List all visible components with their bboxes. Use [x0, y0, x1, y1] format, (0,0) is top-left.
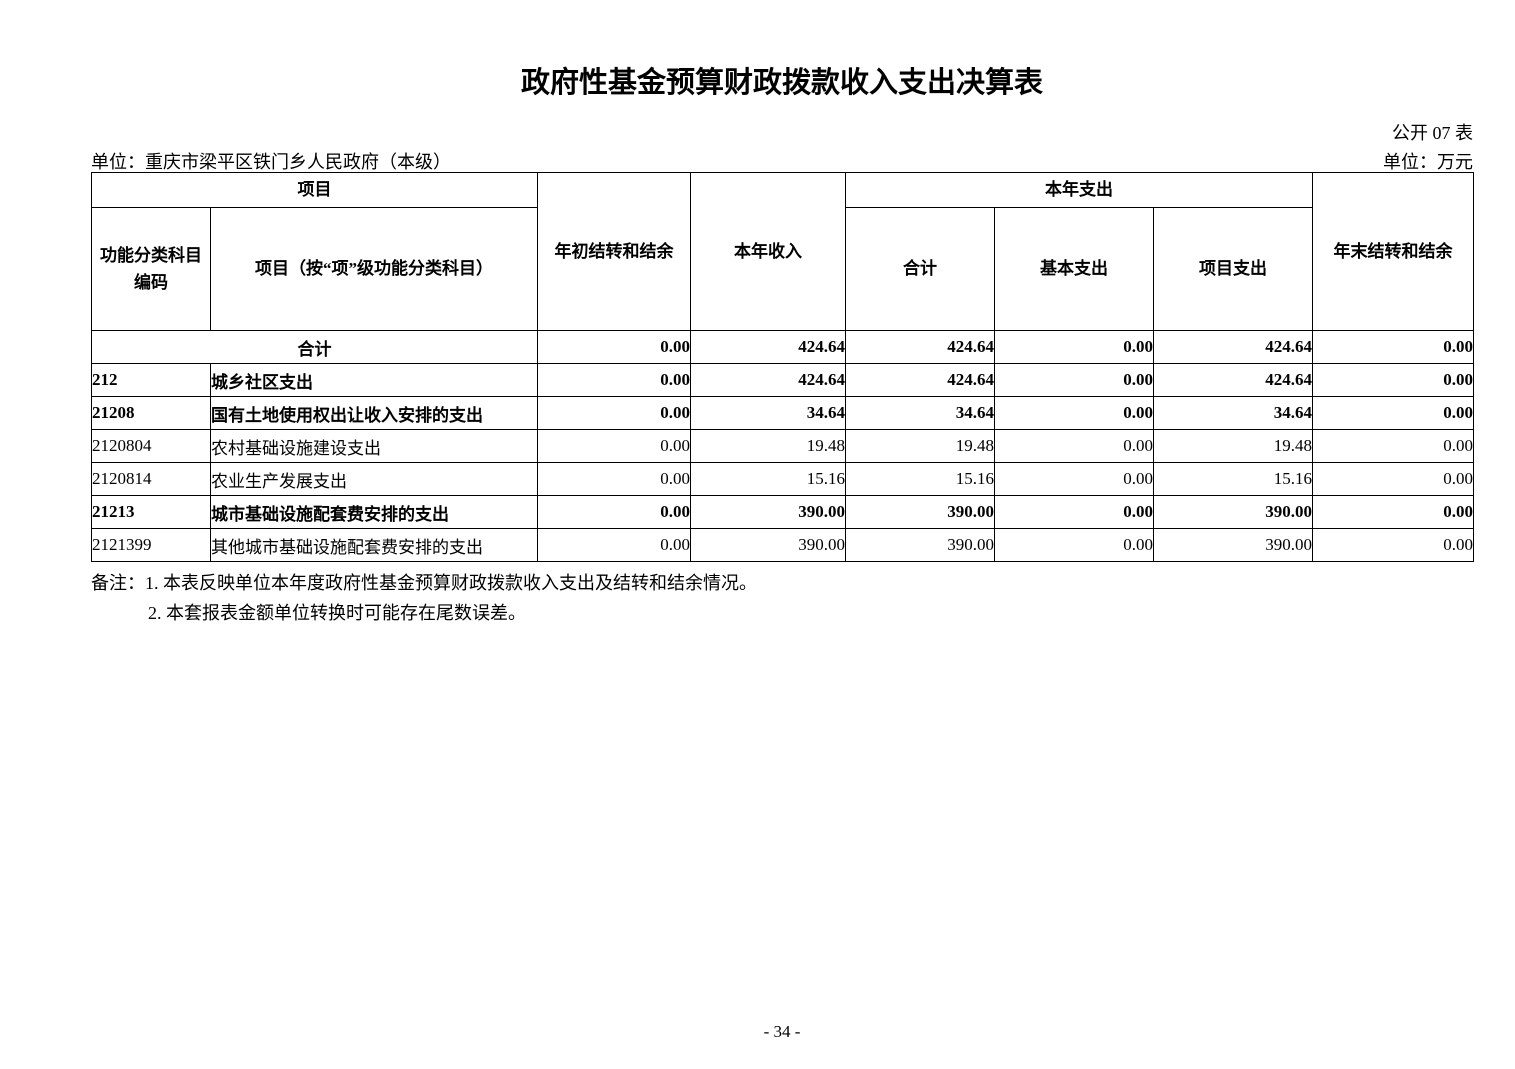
row-value-cell: 390.00: [1153, 495, 1313, 529]
note-line-1: 备注：1. 本表反映单位本年度政府性基金预算财政拨款收入支出及结转和结余情况。: [91, 568, 1473, 598]
row-value-cell: 34.64: [690, 396, 846, 430]
row-value-cell: 0.00: [537, 495, 691, 529]
header-row-sub: 功能分类科目编码 项目（按“项”级功能分类科目） 合计 基本支出 项目支出: [91, 207, 1474, 331]
row-value-cell: 0.00: [537, 330, 691, 364]
table-body: 合计 0.00 424.64 424.64 0.00 424.64 0.00 212 城乡社区支…: [91, 330, 1474, 562]
notes: 备注：1. 本表反映单位本年度政府性基金预算财政拨款收入支出及结转和结余情况。 …: [91, 568, 1473, 628]
row-code-cell: 2120804: [91, 429, 211, 463]
row-value-cell: 0.00: [537, 429, 691, 463]
table-row: 2121399 其他城市基础设施配套费安排的支出 0.00 390.00 390.00 0…: [91, 528, 1474, 562]
table-row: 21213 城市基础设施配套费安排的支出 0.00 390.00 390.00 0.00 3…: [91, 495, 1474, 529]
header-current-income: 本年收入: [690, 172, 846, 331]
row-value-cell: 0.00: [537, 462, 691, 496]
row-value-cell: 0.00: [537, 528, 691, 562]
header-closing-balance: 年末结转和结余: [1312, 172, 1474, 331]
row-value-cell: 390.00: [690, 528, 846, 562]
row-code-cell: 2120814: [91, 462, 211, 496]
row-value-cell: 0.00: [994, 330, 1154, 364]
row-code-cell: 2121399: [91, 528, 211, 562]
row-value-cell: 15.16: [690, 462, 846, 496]
row-value-cell: 0.00: [1312, 330, 1474, 364]
header-item-detail: 项目（按“项”级功能分类科目）: [210, 207, 538, 331]
header-row-top: 项目 年初结转和结余 本年收入 本年支出 年末结转和结余: [91, 172, 1474, 331]
row-value-cell: 424.64: [1153, 330, 1313, 364]
table-code-label: 公开 07 表: [1392, 123, 1473, 143]
row-code-cell: 21208: [91, 396, 211, 430]
row-value-cell: 0.00: [537, 363, 691, 397]
header-expenditure-group: 本年支出: [845, 172, 1313, 208]
row-value-cell: 0.00: [994, 396, 1154, 430]
row-label-cell: 农村基础设施建设支出: [210, 429, 538, 463]
table-row: 2120804 农村基础设施建设支出 0.00 19.48 19.48 0.00 19.48…: [91, 429, 1474, 463]
row-code-cell: 21213: [91, 495, 211, 529]
unit-label: 单位：重庆市梁平区铁门乡人民政府（本级）: [91, 152, 451, 172]
page-number: - 34 -: [763, 1022, 801, 1041]
row-label-cell: 国有土地使用权出让收入安排的支出: [210, 396, 538, 430]
header-basic: 基本支出: [994, 207, 1154, 331]
row-value-cell: 424.64: [690, 363, 846, 397]
table-row: 21208 国有土地使用权出让收入安排的支出 0.00 34.64 34.64 0.00 3…: [91, 396, 1474, 430]
row-value-cell: 424.64: [845, 363, 995, 397]
row-value-cell: 0.00: [994, 462, 1154, 496]
table-row: 合计 0.00 424.64 424.64 0.00 424.64 0.00: [91, 330, 1474, 364]
header-code: 功能分类科目编码: [91, 207, 211, 331]
row-value-cell: 390.00: [845, 528, 995, 562]
row-value-cell: 390.00: [845, 495, 995, 529]
row-value-cell: 0.00: [1312, 495, 1474, 529]
row-value-cell: 424.64: [845, 330, 995, 364]
header-opening-balance: 年初结转和结余: [537, 172, 691, 331]
table-header: 项目 年初结转和结余 本年收入 本年支出 年末结转和结余 功能分类科目编码 项目…: [91, 172, 1474, 331]
row-value-cell: 0.00: [1312, 462, 1474, 496]
meta-row: 单位：重庆市梁平区铁门乡人民政府（本级） 单位：万元: [91, 148, 1473, 174]
row-value-cell: 0.00: [994, 528, 1154, 562]
row-value-cell: 19.48: [845, 429, 995, 463]
note-line-2: 2. 本套报表金额单位转换时可能存在尾数误差。: [148, 603, 526, 623]
row-value-cell: 390.00: [690, 495, 846, 529]
row-value-cell: 0.00: [994, 363, 1154, 397]
note-prefix: 备注：: [91, 573, 145, 593]
currency-unit-label: 单位：万元: [1383, 152, 1473, 172]
header-total: 合计: [845, 207, 995, 331]
row-value-cell: 424.64: [690, 330, 846, 364]
fiscal-table: 项目 年初结转和结余 本年收入 本年支出 年末结转和结余 功能分类科目编码 项目…: [91, 172, 1474, 562]
row-code-cell: 212: [91, 363, 211, 397]
row-value-cell: 19.48: [690, 429, 846, 463]
row-value-cell: 34.64: [1153, 396, 1313, 430]
row-label-cell: 农业生产发展支出: [210, 462, 538, 496]
row-value-cell: 15.16: [1153, 462, 1313, 496]
row-value-cell: 19.48: [1153, 429, 1313, 463]
row-label-cell: 其他城市基础设施配套费安排的支出: [210, 528, 538, 562]
row-value-cell: 0.00: [1312, 396, 1474, 430]
header-project: 项目支出: [1153, 207, 1313, 331]
row-value-cell: 0.00: [1312, 363, 1474, 397]
row-value-cell: 0.00: [994, 429, 1154, 463]
note-text-1: 1. 本表反映单位本年度政府性基金预算财政拨款收入支出及结转和结余情况。: [145, 573, 757, 593]
header-item-group: 项目: [91, 172, 538, 208]
row-value-cell: 0.00: [537, 396, 691, 430]
row-label-cell: 合计: [91, 330, 538, 364]
header-code-text: 功能分类科目编码: [100, 245, 202, 292]
row-value-cell: 424.64: [1153, 363, 1313, 397]
page-title: 政府性基金预算财政拨款收入支出决算表: [520, 67, 1043, 99]
row-value-cell: 0.00: [994, 495, 1154, 529]
row-label-cell: 城乡社区支出: [210, 363, 538, 397]
row-value-cell: 15.16: [845, 462, 995, 496]
row-value-cell: 0.00: [1312, 429, 1474, 463]
row-label-cell: 城市基础设施配套费安排的支出: [210, 495, 538, 529]
row-value-cell: 0.00: [1312, 528, 1474, 562]
fiscal-table-wrap: 项目 年初结转和结余 本年收入 本年支出 年末结转和结余 功能分类科目编码 项目…: [91, 172, 1474, 562]
row-value-cell: 34.64: [845, 396, 995, 430]
table-row: 2120814 农业生产发展支出 0.00 15.16 15.16 0.00 15.16 0.…: [91, 462, 1474, 496]
row-value-cell: 390.00: [1153, 528, 1313, 562]
table-row: 212 城乡社区支出 0.00 424.64 424.64 0.00 424.64 0.00: [91, 363, 1474, 397]
